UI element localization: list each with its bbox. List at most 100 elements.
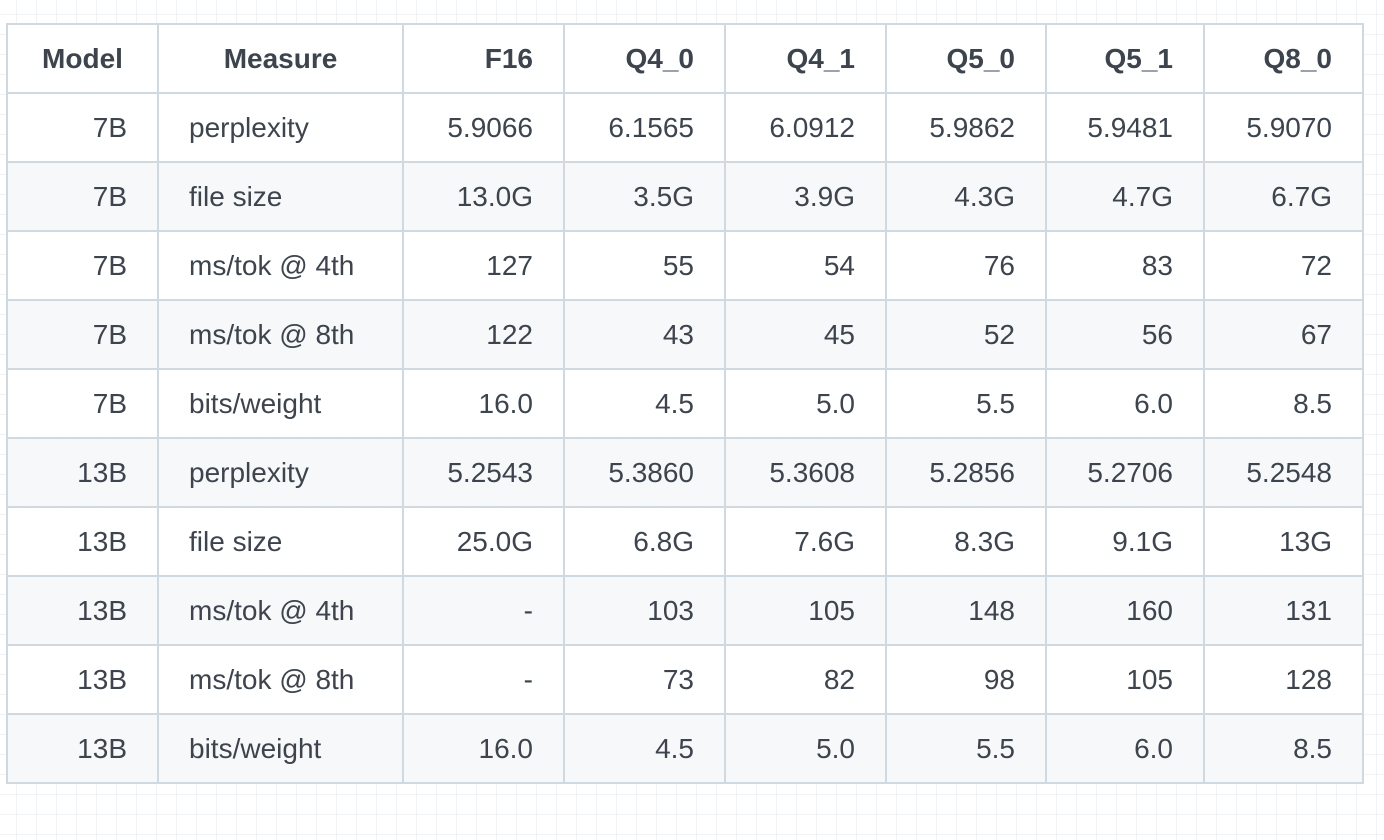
cell-model: 7B [6,368,159,439]
cell-q4-0: 103 [563,575,726,646]
cell-q4-1: 82 [724,644,887,715]
cell-model: 13B [6,575,159,646]
cell-q5-1: 4.7G [1045,161,1205,232]
cell-q4-0: 6.8G [563,506,726,577]
cell-q5-1: 6.0 [1045,713,1205,784]
cell-q8-0: 6.7G [1203,161,1364,232]
table-row: 13B perplexity 5.2543 5.3860 5.3608 5.28… [6,437,1364,508]
cell-q5-1: 160 [1045,575,1205,646]
cell-q5-0: 5.9862 [885,92,1047,163]
header-row: Model Measure F16 Q4_0 Q4_1 Q5_0 Q5_1 Q8… [6,23,1364,94]
cell-q4-1: 6.0912 [724,92,887,163]
cell-f16: 5.2543 [402,437,565,508]
cell-model: 13B [6,437,159,508]
header-q4-1: Q4_1 [724,23,887,94]
cell-f16: 16.0 [402,368,565,439]
table-row: 13B ms/tok @ 8th - 73 82 98 105 128 [6,644,1364,715]
cell-q4-0: 3.5G [563,161,726,232]
cell-measure: bits/weight [157,713,404,784]
cell-model: 13B [6,713,159,784]
cell-q4-1: 5.3608 [724,437,887,508]
cell-q4-1: 7.6G [724,506,887,577]
cell-q5-1: 6.0 [1045,368,1205,439]
cell-model: 13B [6,644,159,715]
cell-q5-1: 56 [1045,299,1205,370]
cell-model: 7B [6,92,159,163]
cell-measure: ms/tok @ 8th [157,644,404,715]
cell-f16: - [402,575,565,646]
cell-q5-0: 52 [885,299,1047,370]
cell-q8-0: 13G [1203,506,1364,577]
cell-model: 7B [6,161,159,232]
cell-q5-0: 76 [885,230,1047,301]
table-row: 13B file size 25.0G 6.8G 7.6G 8.3G 9.1G … [6,506,1364,577]
header-measure: Measure [157,23,404,94]
cell-q5-0: 5.2856 [885,437,1047,508]
cell-q4-1: 105 [724,575,887,646]
cell-q4-0: 55 [563,230,726,301]
cell-q4-1: 45 [724,299,887,370]
table-row: 7B file size 13.0G 3.5G 3.9G 4.3G 4.7G 6… [6,161,1364,232]
cell-measure: bits/weight [157,368,404,439]
cell-measure: ms/tok @ 4th [157,575,404,646]
cell-q4-0: 43 [563,299,726,370]
cell-q4-0: 4.5 [563,713,726,784]
cell-q8-0: 8.5 [1203,713,1364,784]
cell-q8-0: 8.5 [1203,368,1364,439]
table-row: 7B ms/tok @ 8th 122 43 45 52 56 67 [6,299,1364,370]
cell-measure: ms/tok @ 4th [157,230,404,301]
cell-q5-0: 148 [885,575,1047,646]
table-row: 7B perplexity 5.9066 6.1565 6.0912 5.986… [6,92,1364,163]
cell-q5-0: 5.5 [885,713,1047,784]
cell-model: 7B [6,299,159,370]
cell-measure: file size [157,506,404,577]
cell-q8-0: 67 [1203,299,1364,370]
header-q4-0: Q4_0 [563,23,726,94]
cell-f16: 5.9066 [402,92,565,163]
cell-q5-0: 8.3G [885,506,1047,577]
cell-q8-0: 5.2548 [1203,437,1364,508]
cell-q8-0: 5.9070 [1203,92,1364,163]
cell-model: 13B [6,506,159,577]
table-row: 13B bits/weight 16.0 4.5 5.0 5.5 6.0 8.5 [6,713,1364,784]
header-q8-0: Q8_0 [1203,23,1364,94]
quantization-table: Model Measure F16 Q4_0 Q4_1 Q5_0 Q5_1 Q8… [6,23,1364,784]
header-model: Model [6,23,159,94]
cell-q5-0: 4.3G [885,161,1047,232]
cell-q5-1: 5.2706 [1045,437,1205,508]
cell-q4-1: 54 [724,230,887,301]
cell-q5-1: 9.1G [1045,506,1205,577]
table-row: 7B ms/tok @ 4th 127 55 54 76 83 72 [6,230,1364,301]
cell-measure: perplexity [157,92,404,163]
cell-f16: 16.0 [402,713,565,784]
cell-q5-0: 5.5 [885,368,1047,439]
cell-q5-1: 105 [1045,644,1205,715]
cell-f16: 25.0G [402,506,565,577]
cell-q4-1: 3.9G [724,161,887,232]
cell-q4-1: 5.0 [724,368,887,439]
table-row: 7B bits/weight 16.0 4.5 5.0 5.5 6.0 8.5 [6,368,1364,439]
cell-q5-1: 5.9481 [1045,92,1205,163]
cell-f16: 13.0G [402,161,565,232]
cell-q4-0: 5.3860 [563,437,726,508]
cell-model: 7B [6,230,159,301]
header-f16: F16 [402,23,565,94]
header-q5-0: Q5_0 [885,23,1047,94]
header-q5-1: Q5_1 [1045,23,1205,94]
cell-f16: - [402,644,565,715]
cell-q4-0: 73 [563,644,726,715]
cell-q4-1: 5.0 [724,713,887,784]
cell-f16: 127 [402,230,565,301]
table-header: Model Measure F16 Q4_0 Q4_1 Q5_0 Q5_1 Q8… [6,23,1364,94]
cell-measure: perplexity [157,437,404,508]
cell-q4-0: 4.5 [563,368,726,439]
cell-measure: file size [157,161,404,232]
cell-q8-0: 128 [1203,644,1364,715]
table-row: 13B ms/tok @ 4th - 103 105 148 160 131 [6,575,1364,646]
cell-measure: ms/tok @ 8th [157,299,404,370]
cell-q8-0: 72 [1203,230,1364,301]
cell-q5-0: 98 [885,644,1047,715]
cell-q5-1: 83 [1045,230,1205,301]
table-body: 7B perplexity 5.9066 6.1565 6.0912 5.986… [6,92,1364,784]
